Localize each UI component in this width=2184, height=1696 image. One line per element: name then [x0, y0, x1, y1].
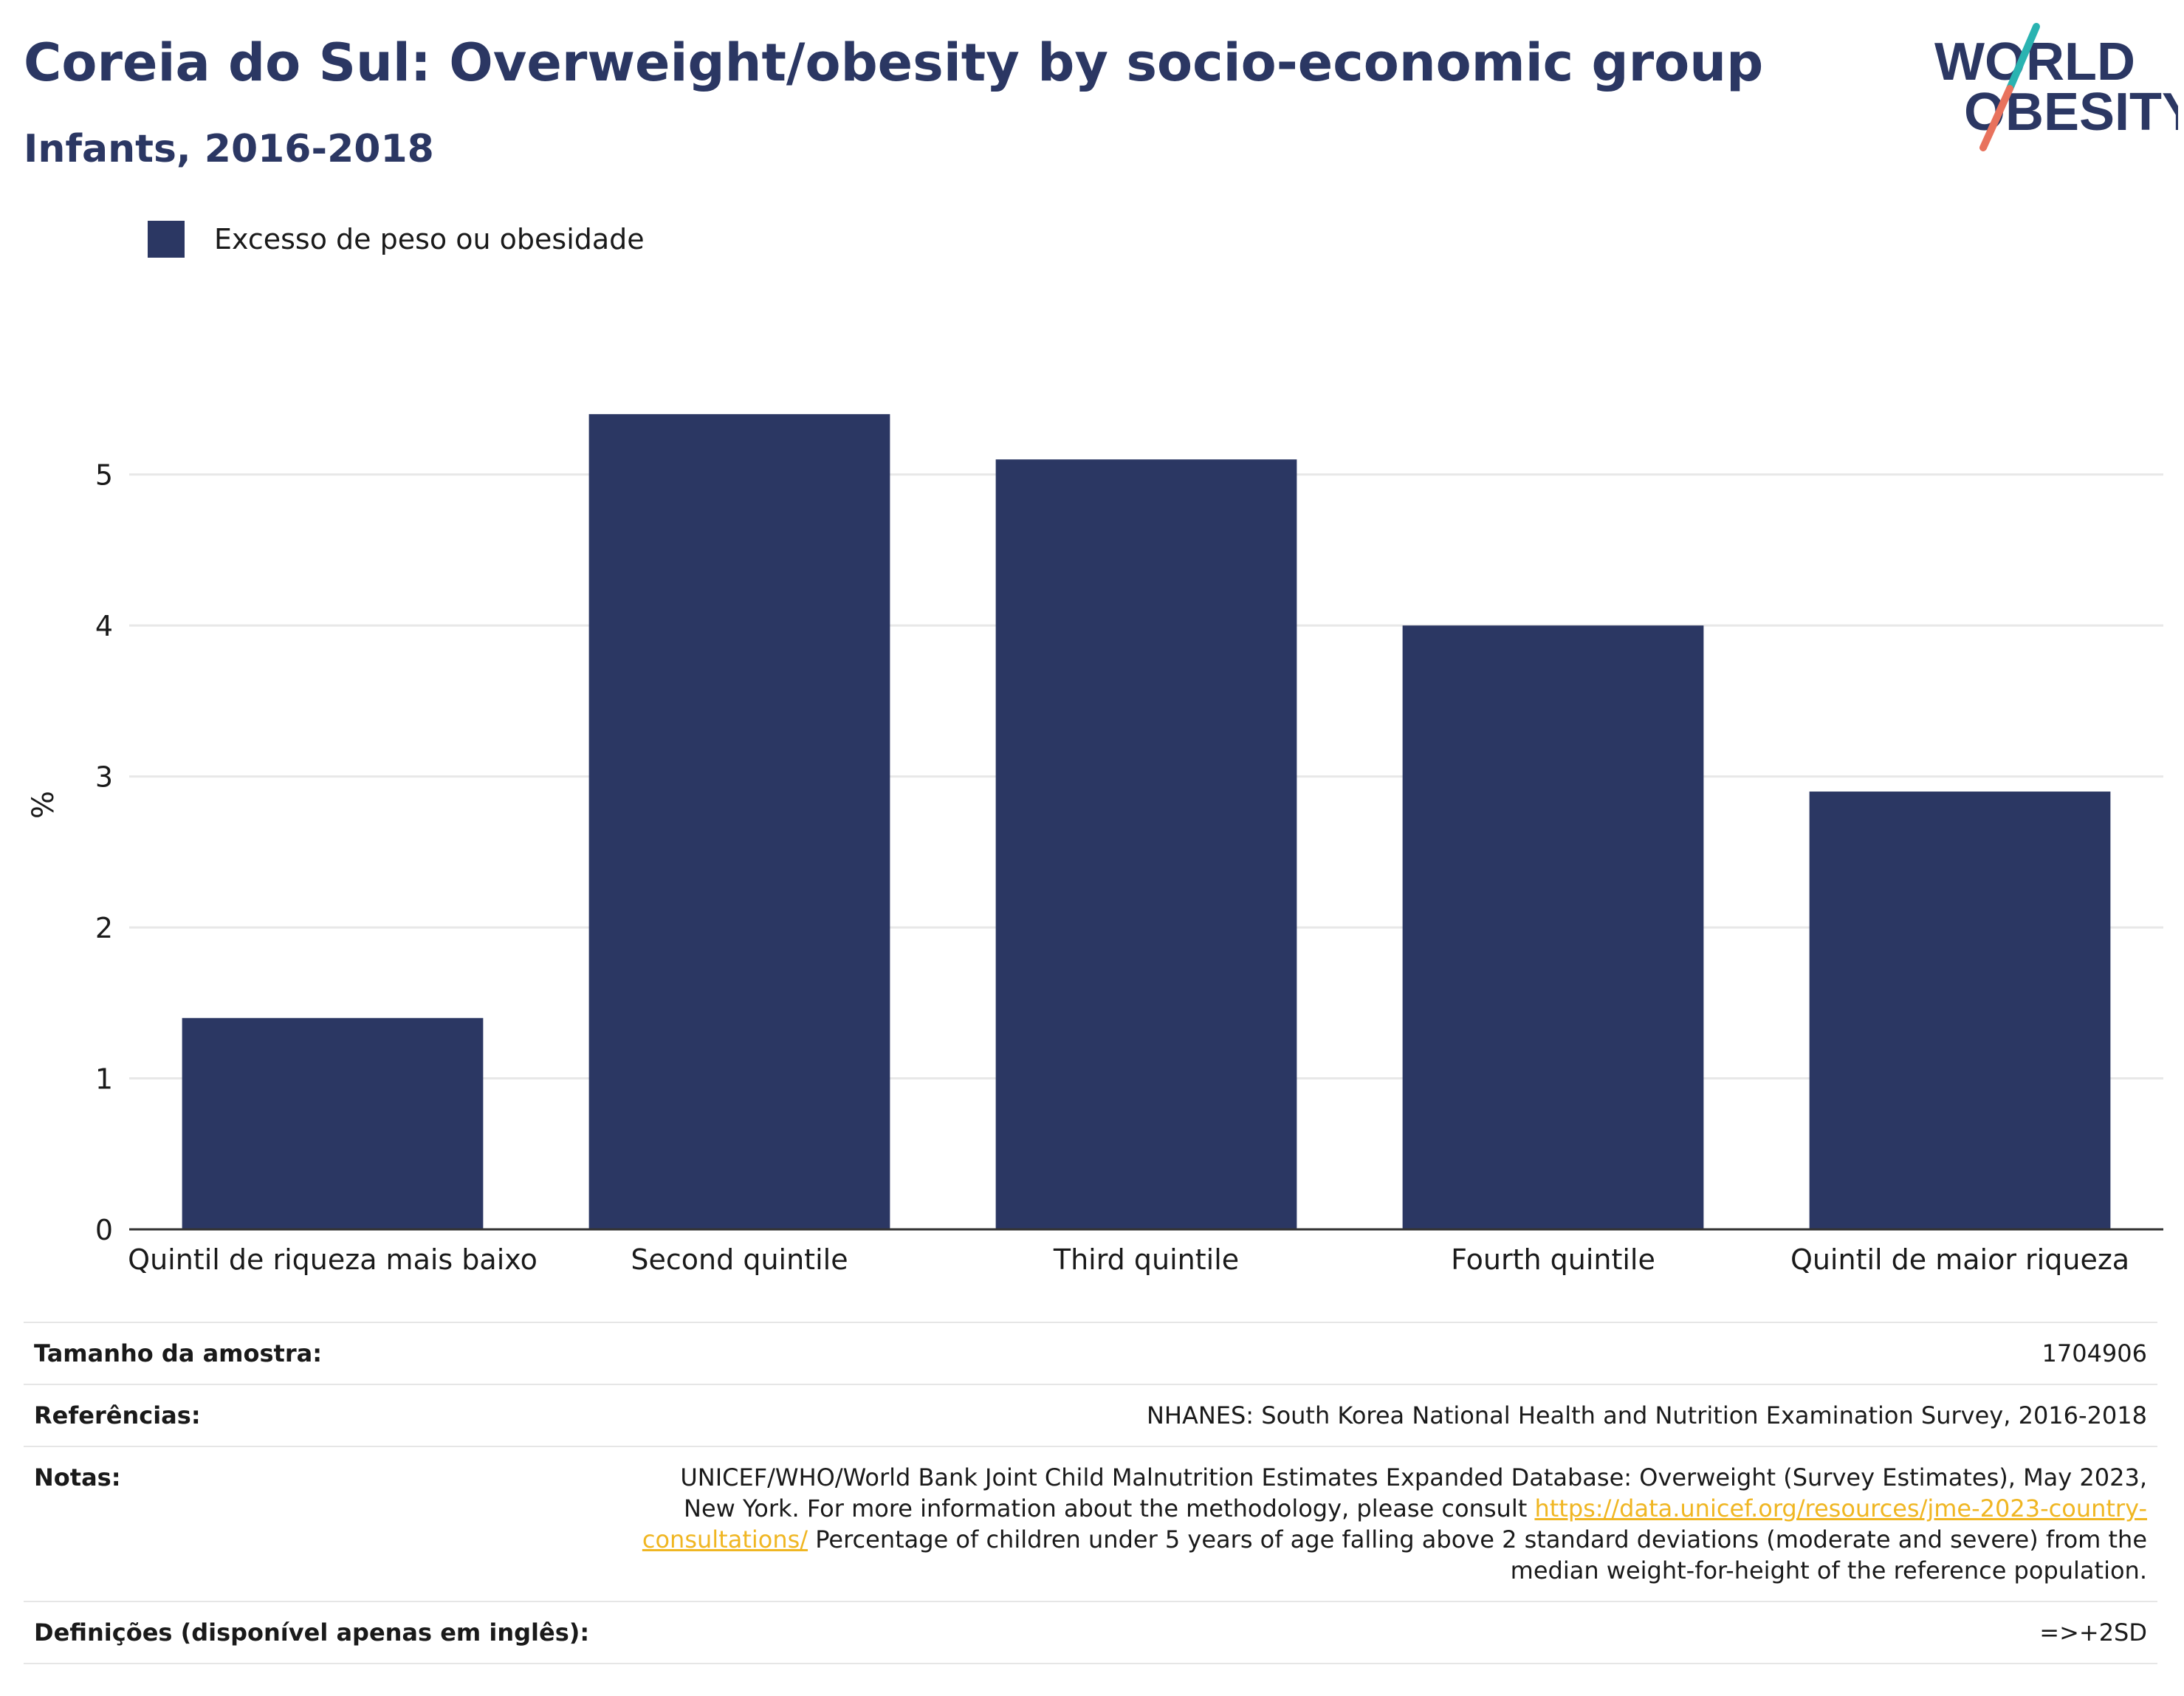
y-tick-label: 2	[95, 912, 113, 944]
bar	[588, 413, 890, 1230]
notes-label: Notas:	[34, 1463, 121, 1491]
legend-swatch	[148, 221, 185, 258]
notes-text-1: UNICEF/WHO/World Bank Joint Child Malnut…	[680, 1463, 2147, 1522]
bar	[1402, 625, 1704, 1229]
x-tick-label: Fourth quintile	[1451, 1243, 1655, 1276]
references-label: Referências:	[34, 1401, 201, 1429]
y-tick-label: 4	[95, 610, 113, 642]
info-row-definitions: Definições (disponível apenas em inglês)…	[24, 1601, 2157, 1664]
definitions-value: =>+2SD	[2039, 1618, 2147, 1647]
y-tick-label: 5	[95, 459, 113, 492]
axes: 0 1 2 3 4 5 Quintil de riqueza mais baixo Secon…	[95, 459, 2163, 1276]
bar	[182, 1017, 484, 1229]
x-tick-label: Third quintile	[1053, 1243, 1239, 1276]
sample-value: 1704906	[2042, 1339, 2147, 1367]
notes-value: UNICEF/WHO/World Bank Joint Child Malnut…	[641, 1462, 2147, 1586]
references-value: NHANES: South Korea National Health and …	[1146, 1401, 2147, 1429]
y-tick-label: 3	[95, 761, 113, 794]
x-tick-label: Quintil de maior riqueza	[1790, 1243, 2129, 1276]
x-tick-label: Quintil de riqueza mais baixo	[128, 1243, 538, 1276]
world-obesity-logo: WORLD OBESITY	[1927, 21, 2184, 154]
chart-legend[interactable]: Excesso de peso ou obesidade	[148, 220, 645, 258]
logo-line-1: WORLD	[1934, 32, 2135, 92]
x-tick-label: Second quintile	[631, 1243, 848, 1276]
notes-link[interactable]: https://data.unicef.org/resources/jme-20…	[642, 1494, 2147, 1553]
logo-slash-teal	[2006, 23, 2040, 92]
y-axis-label: %	[27, 791, 61, 819]
chart-subtitle: Infants, 2016-2018	[24, 127, 434, 171]
definitions-label: Definições (disponível apenas em inglês)…	[34, 1618, 590, 1647]
notes-text-2: Percentage of children under 5 years of …	[808, 1525, 2147, 1585]
y-tick-label: 0	[95, 1214, 113, 1246]
info-row-references: Referências: NHANES: South Korea Nationa…	[24, 1384, 2157, 1446]
chart-title: Coreia do Sul: Overweight/obesity by soc…	[24, 32, 1764, 93]
bar	[995, 459, 1297, 1229]
bar-chart: 0 1 2 3 4 5 Quintil de riqueza mais baixo Secon…	[27, 413, 2163, 1276]
bars	[182, 413, 2111, 1230]
bar	[1809, 792, 2111, 1229]
logo-slash-coral	[1979, 85, 2013, 151]
sample-label: Tamanho da amostra:	[34, 1339, 322, 1367]
info-row-sample: Tamanho da amostra: 1704906	[24, 1322, 2157, 1384]
info-row-notes: Notas: UNICEF/WHO/World Bank Joint Child…	[24, 1446, 2157, 1601]
logo-graphic: WORLD OBESITY	[1934, 23, 2184, 151]
y-tick-label: 1	[95, 1063, 113, 1096]
info-table: Tamanho da amostra: 1704906 Referências:…	[24, 1322, 2157, 1664]
legend-label: Excesso de peso ou obesidade	[214, 223, 645, 255]
